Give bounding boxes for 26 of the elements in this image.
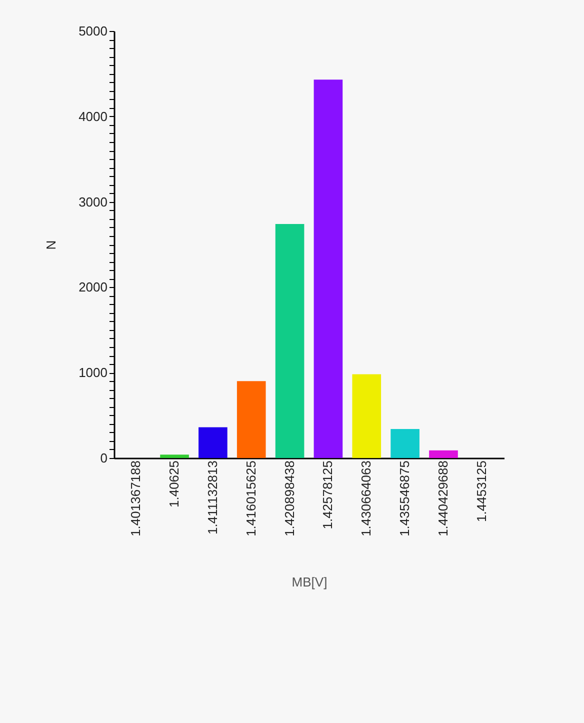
bar <box>160 454 189 458</box>
y-tick-label: 2000 <box>78 280 108 295</box>
bar <box>429 450 458 458</box>
x-tick-label: 1.411132813 <box>204 460 220 534</box>
y-tick-label: 1000 <box>78 365 108 380</box>
bar <box>198 427 228 458</box>
x-tick-label: 1.42578125 <box>320 460 336 530</box>
x-tick-label: 1.435546875 <box>397 460 412 536</box>
x-axis-title: MB[V] <box>292 574 328 590</box>
y-tick-label: 3000 <box>78 194 108 210</box>
x-tick-label: 1.430664063 <box>358 460 374 536</box>
bar <box>314 80 343 458</box>
x-tick-label: 1.4453125 <box>474 460 489 522</box>
x-tick-label: 1.440429688 <box>435 460 450 536</box>
x-tick-label: 1.401367188 <box>128 460 144 536</box>
bar <box>275 224 304 458</box>
x-tick-label: 1.420898438 <box>282 460 297 536</box>
bar <box>236 381 266 458</box>
y-tick-label: 4000 <box>78 108 108 124</box>
bar <box>352 374 382 458</box>
y-tick-label: 5000 <box>78 24 108 38</box>
y-axis-title: N <box>44 240 59 250</box>
bar <box>390 428 420 458</box>
x-tick-label: 1.416015625 <box>243 460 258 536</box>
x-tick-label: 1.40625 <box>166 460 182 508</box>
y-tick-label: 0 <box>100 450 108 466</box>
